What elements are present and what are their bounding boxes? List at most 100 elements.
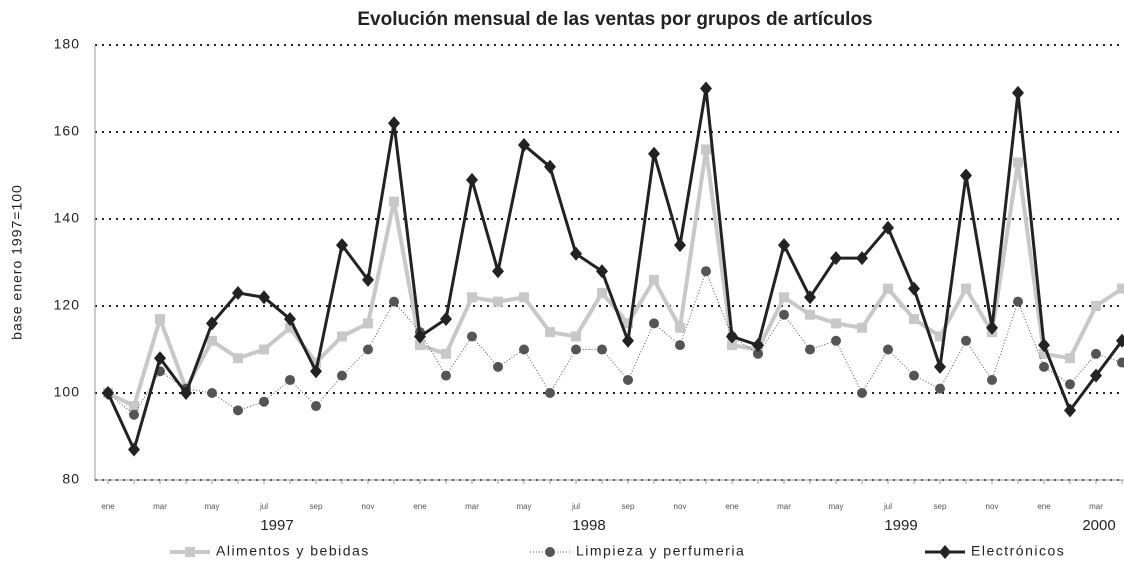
marker [1065,353,1075,364]
legend-label: Electrónicos [971,543,1065,559]
x-tick-label: mar [153,502,167,511]
x-tick-label: jul [883,502,892,511]
marker [362,272,374,287]
marker [545,327,555,338]
marker [571,344,581,355]
marker [519,344,529,355]
x-tick-label: may [516,502,531,511]
legend-item: Alimentos y bebidas [170,543,370,559]
marker [389,196,399,207]
marker [1090,368,1102,383]
marker [129,409,139,420]
marker [389,296,399,307]
marker [518,138,530,153]
marker [623,374,633,385]
marker [337,370,347,381]
year-label: 1997 [260,517,293,534]
marker [571,331,581,342]
marker [1013,296,1023,307]
marker [545,547,555,557]
marker [700,81,712,96]
marker [185,547,195,557]
marker [129,401,139,412]
marker [285,374,295,385]
y-tick-label: 140 [54,210,80,226]
marker [207,388,217,398]
marker [805,344,815,355]
marker [939,545,951,559]
x-tick-label: sep [622,502,635,511]
marker [1117,357,1124,368]
marker [649,274,659,285]
marker [336,238,348,253]
x-tick-label: ene [1037,502,1051,511]
y-tick-label: 120 [54,297,80,313]
marker [961,283,971,294]
marker [259,344,269,355]
marker [544,159,556,174]
marker [597,287,607,298]
y-tick-label: 80 [62,471,80,487]
marker [155,314,165,325]
marker [804,290,816,305]
marker [233,353,243,364]
marker [622,333,634,348]
legend-label: Limpieza y perfumeria [576,543,745,559]
marker [753,348,763,359]
marker [986,320,998,335]
x-tick-label: ene [725,502,739,511]
marker [232,285,244,300]
marker [1064,403,1076,418]
marker [908,281,920,296]
x-tick-label: nov [362,502,375,511]
marker [310,364,322,379]
marker [727,340,737,351]
marker [1091,348,1101,359]
marker [388,116,400,131]
marker [207,335,217,346]
marker [466,172,478,187]
marker [831,318,841,329]
marker [726,329,738,344]
marker [206,316,218,331]
x-tick-label: may [828,502,843,511]
marker [779,309,789,320]
marker [805,309,815,320]
x-tick-label: ene [413,502,427,511]
marker [337,331,347,342]
marker [467,331,477,342]
x-tick-label: jul [259,502,268,511]
marker [752,338,764,353]
legend-label: Alimentos y bebidas [216,543,370,559]
year-label: 1999 [884,517,917,534]
marker [701,144,711,155]
marker [441,348,451,359]
marker [778,238,790,253]
marker [233,405,243,416]
year-label: 2000 [1082,517,1115,534]
marker [623,318,633,329]
marker [311,401,321,412]
year-label: 1998 [572,517,605,534]
marker [519,292,529,303]
marker [545,388,555,398]
marker [882,220,894,235]
marker [493,296,503,307]
marker [570,246,582,261]
marker [492,264,504,279]
marker [960,168,972,183]
marker [831,335,841,346]
marker [1116,333,1124,348]
marker [648,146,660,161]
x-tick-label: mar [777,502,791,511]
marker [857,322,867,333]
marker [856,251,868,266]
x-tick-label: sep [310,502,323,511]
marker [154,351,166,366]
series-line [107,270,1123,416]
chart-title: Evolución mensual de las ventas por grup… [357,9,872,30]
marker [1039,348,1049,359]
marker [128,442,140,457]
legend-item: Electrónicos [925,543,1065,559]
